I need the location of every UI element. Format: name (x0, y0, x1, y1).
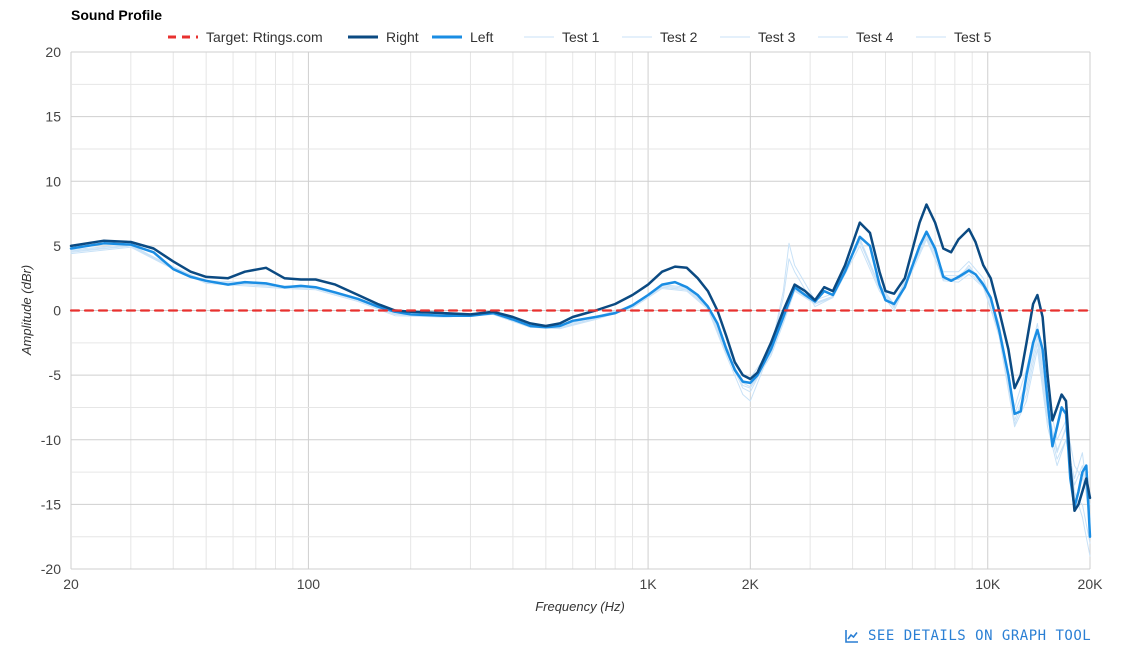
legend-label: Test 4 (856, 29, 894, 45)
series-line-right (69, 203, 1092, 513)
y-tick-label: -15 (41, 496, 61, 512)
series-line-test-5 (70, 232, 1091, 544)
y-tick-label: -5 (49, 367, 62, 383)
x-tick-label: 2K (742, 576, 760, 592)
legend-label: Test 5 (954, 29, 992, 45)
legend: Target: Rtings.com Right Left Test 1 Test 2 T… (168, 29, 992, 45)
legend-label: Left (470, 29, 493, 45)
chart-title: Sound Profile (71, 7, 162, 23)
x-tick-label: 20 (63, 576, 79, 592)
y-tick-label: 10 (45, 173, 61, 189)
series-line-test-2 (70, 238, 1091, 518)
y-tick-label: -20 (41, 561, 61, 577)
series-layer (69, 203, 1092, 557)
legend-label: Test 3 (758, 29, 796, 45)
x-axis-label: Frequency (Hz) (535, 599, 625, 614)
series-line-left (69, 230, 1092, 538)
x-tick-label: 1K (640, 576, 658, 592)
y-tick-label: -10 (41, 432, 61, 448)
y-tick-label: 20 (45, 44, 61, 60)
x-tick-label: 20K (1078, 576, 1104, 592)
see-details-link[interactable]: SEE DETAILS ON GRAPH TOOL (844, 628, 1091, 644)
y-tick-label: 0 (53, 303, 61, 319)
x-axis-ticks: 20 100 1K 2K 10K 20K (63, 576, 1103, 592)
y-axis-ticks: 20 15 10 5 0 -5 -10 -15 -20 (41, 44, 61, 577)
legend-label: Test 2 (660, 29, 698, 45)
legend-label: Test 1 (562, 29, 600, 45)
x-tick-label: 10K (975, 576, 1001, 592)
x-tick-label: 100 (297, 576, 321, 592)
see-details-label: SEE DETAILS ON GRAPH TOOL (868, 628, 1092, 644)
legend-label: Target: Rtings.com (206, 29, 323, 45)
y-axis-label: Amplitude (dBr) (19, 265, 34, 356)
series-line-test-4 (70, 236, 1091, 525)
legend-label: Right (386, 29, 419, 45)
line-chart-icon (845, 630, 858, 643)
series-line-test-3 (70, 232, 1091, 505)
y-tick-label: 15 (45, 109, 61, 125)
y-tick-label: 5 (53, 238, 61, 254)
